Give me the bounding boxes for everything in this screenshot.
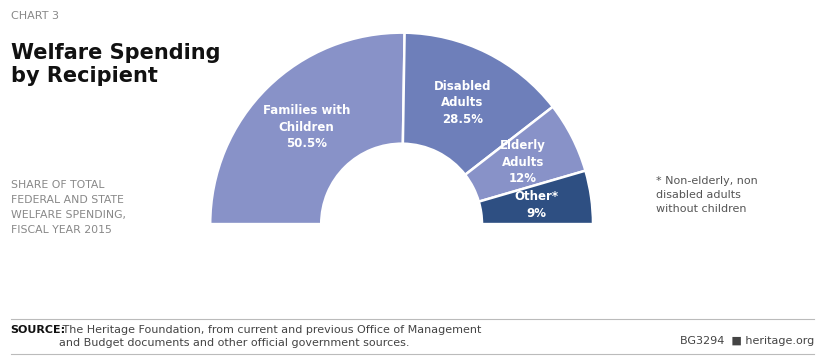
Wedge shape bbox=[465, 107, 586, 202]
Text: Families with
Children
50.5%: Families with Children 50.5% bbox=[262, 104, 350, 150]
Text: BG3294  ■ heritage.org: BG3294 ■ heritage.org bbox=[680, 336, 814, 346]
Wedge shape bbox=[478, 171, 593, 224]
Wedge shape bbox=[210, 33, 404, 224]
Text: Other*
9%: Other* 9% bbox=[514, 190, 559, 220]
Text: SHARE OF TOTAL
FEDERAL AND STATE
WELFARE SPENDING,
FISCAL YEAR 2015: SHARE OF TOTAL FEDERAL AND STATE WELFARE… bbox=[11, 180, 125, 235]
Text: CHART 3: CHART 3 bbox=[11, 11, 59, 21]
Text: SOURCE:: SOURCE: bbox=[11, 325, 66, 335]
Text: Welfare Spending
by Recipient: Welfare Spending by Recipient bbox=[11, 43, 220, 86]
Text: Disabled
Adults
28.5%: Disabled Adults 28.5% bbox=[434, 79, 491, 126]
Text: * Non-elderly, non
disabled adults
without children: * Non-elderly, non disabled adults witho… bbox=[656, 176, 757, 214]
Text: The Heritage Foundation, from current and previous Office of Management
and Budg: The Heritage Foundation, from current an… bbox=[59, 325, 482, 348]
Wedge shape bbox=[403, 33, 553, 175]
Text: Elderly
Adults
12%: Elderly Adults 12% bbox=[500, 139, 545, 186]
